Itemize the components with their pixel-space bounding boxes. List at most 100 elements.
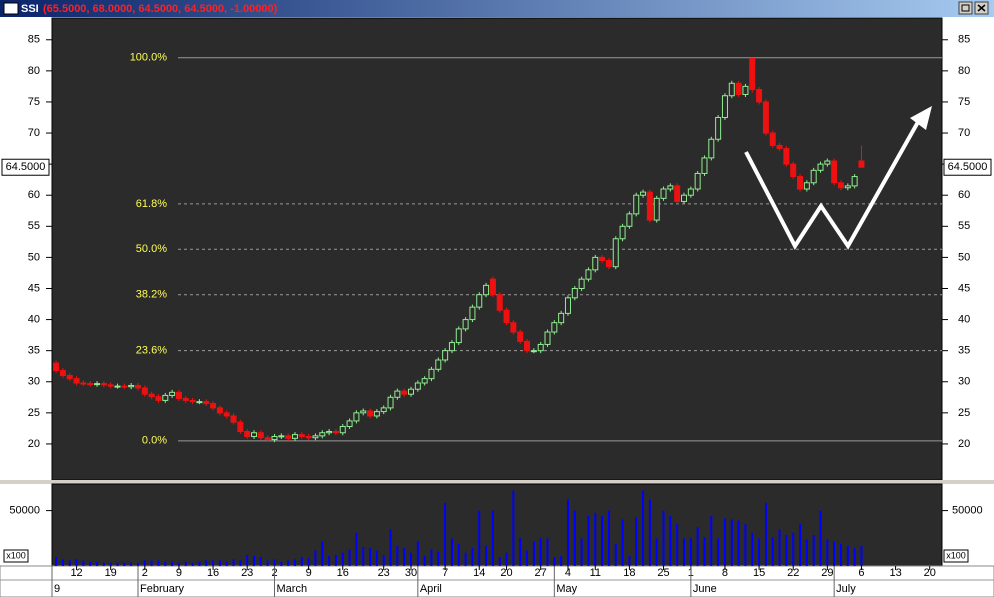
volume-bar [676,523,679,566]
volume-bar [737,520,740,566]
restore-button[interactable] [958,1,973,15]
volume-bar [785,534,788,566]
candle-body [592,256,599,271]
volume-bar [334,554,337,566]
volume-bar [437,551,440,566]
fib-label: 23.6% [136,345,167,357]
volume-bar [778,529,781,566]
x-tick-label: 12 [70,567,82,579]
candle-body [694,172,701,190]
volume-bar [362,547,365,566]
volume-bar [594,512,597,566]
candle-body [162,394,169,401]
volume-bar [587,516,590,566]
candle-body [435,359,442,370]
candle-body [80,382,87,385]
volume-bar [683,538,686,566]
volume-bar [82,560,85,566]
candle-body [401,390,408,395]
volume-bar [314,550,317,566]
candle-body [367,410,374,417]
volume-bar [444,502,447,566]
volume-bar [280,561,283,566]
candle-body [735,82,742,95]
y-tick-label-right: 75 [958,96,970,108]
candle-body [831,160,838,184]
candle-body [380,407,387,413]
volume-bar [457,543,460,566]
volume-bar [846,546,849,566]
volume-bar [758,538,761,566]
y-tick-label: 70 [28,127,40,139]
candle-body [210,403,217,409]
x-tick-label: 30 [405,567,417,579]
volume-bar [553,557,556,566]
candle-body [387,396,394,409]
candle-body [749,57,756,91]
volume-bar [703,537,706,566]
volume-bar [566,499,569,566]
x-tick-label: 25 [657,567,669,579]
candle-body [619,225,626,240]
volume-bar [355,532,358,566]
last-price-tag-right [943,158,992,176]
candle-body [715,116,722,140]
x-tick-label: 22 [787,567,799,579]
candle-body [394,390,401,398]
candle-body [223,412,230,417]
volume-bar [382,554,385,566]
y-tick-label: 45 [28,282,40,294]
volume-bar [491,510,494,566]
candle-body [196,401,203,404]
volume-bar [655,538,658,566]
y-tick-label: 25 [28,407,40,419]
x-tick-label: 6 [858,567,864,579]
date-axis [0,565,994,597]
candle-body [203,401,210,405]
candle-body [448,342,455,352]
last-price-tag [1,158,50,176]
candle-body [810,169,817,184]
volume-bar [416,541,419,566]
volume-bar [450,538,453,566]
volume-bar [764,502,767,566]
title-bar [0,0,994,17]
x-tick-label: 23 [241,567,253,579]
y-tick-label: 20 [28,438,40,450]
candle-body [585,269,592,280]
x-tick-label: 20 [500,567,512,579]
volume-bar [601,516,604,566]
candle-body [182,398,189,401]
month-label: April [420,583,442,595]
candle-body [517,331,524,342]
candle-body [728,82,735,97]
volume-bar [225,561,228,566]
volume-bar [669,516,672,566]
volume-bar [259,557,262,566]
volume-unit-box [3,549,29,563]
candle-body [114,385,121,388]
volume-bar [607,510,610,566]
candle-body [612,238,619,268]
volume-bar [833,541,836,566]
y-tick-label-right: 70 [958,127,970,139]
candle-body [756,89,763,103]
y-tick-label: 35 [28,345,40,357]
candle-body [681,194,688,202]
volume-bar [539,538,542,566]
close-icon [977,4,986,12]
volume-bar [239,560,242,566]
volume-bar [143,560,146,566]
candle-body [564,297,571,314]
candle-body [599,256,606,262]
y-tick-label-right: 25 [958,407,970,419]
candle-body [216,407,223,414]
volume-unit-right: x100 [946,550,966,560]
candle-body [674,185,681,202]
y-tick-label: 60 [28,189,40,201]
volume-bar [232,559,235,566]
candle-body [762,101,769,134]
candle-body [790,163,797,178]
x-tick-label: 2 [142,567,148,579]
volume-bar [184,561,187,566]
